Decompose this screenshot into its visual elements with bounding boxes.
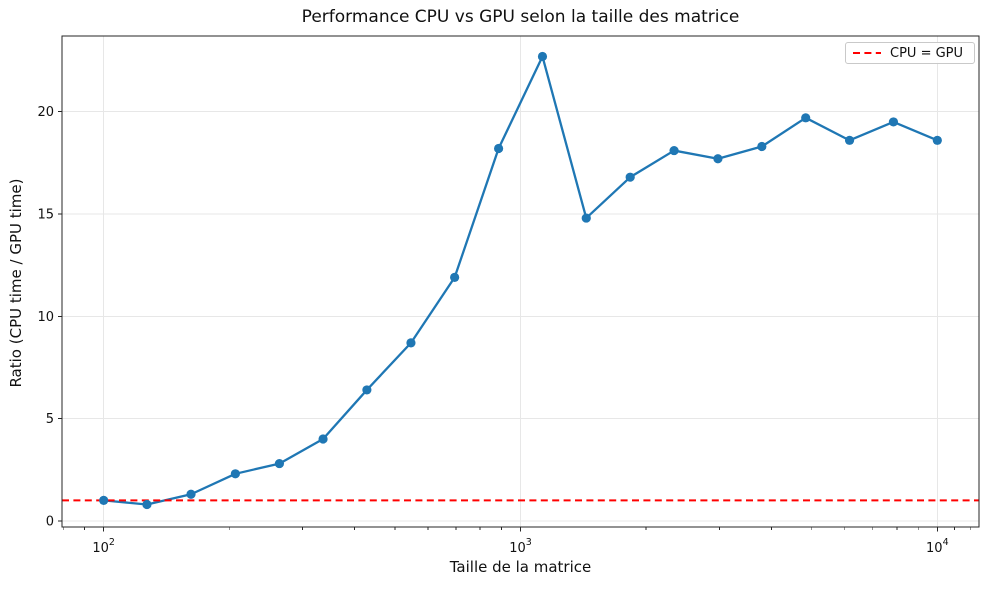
chart-title: Performance CPU vs GPU selon la taille d… bbox=[301, 7, 740, 27]
data-point-marker bbox=[625, 172, 635, 182]
x-axis-label: Taille de la matrice bbox=[449, 558, 592, 576]
x-tick-label: 103 bbox=[509, 537, 532, 556]
data-point-marker bbox=[142, 499, 152, 510]
data-point-marker bbox=[801, 113, 811, 123]
y-tick-label: 5 bbox=[46, 412, 54, 427]
legend-dashed-line-icon bbox=[853, 52, 881, 54]
legend-item-label: CPU = GPU bbox=[890, 45, 964, 61]
y-tick-label: 0 bbox=[46, 514, 54, 529]
legend: CPU = GPU bbox=[845, 42, 975, 64]
data-point-marker bbox=[581, 213, 591, 223]
data-point-marker bbox=[362, 385, 372, 395]
x-tick-label: 104 bbox=[926, 537, 949, 556]
data-point-marker bbox=[493, 143, 504, 154]
y-tick-label: 20 bbox=[37, 105, 54, 120]
data-point-marker bbox=[669, 145, 679, 156]
data-point-marker bbox=[186, 489, 196, 499]
y-tick-label: 15 bbox=[37, 207, 54, 222]
data-point-marker bbox=[757, 141, 767, 152]
data-point-marker bbox=[450, 272, 460, 283]
data-point-marker bbox=[888, 117, 899, 127]
y-tick-label: 10 bbox=[37, 310, 54, 325]
data-point-marker bbox=[932, 135, 942, 145]
data-point-marker bbox=[844, 135, 855, 145]
x-tick-label: 102 bbox=[92, 537, 115, 556]
series-line bbox=[102, 55, 939, 506]
data-point-marker bbox=[230, 469, 240, 479]
data-point-marker bbox=[99, 495, 109, 506]
data-point-marker bbox=[318, 434, 328, 444]
data-point-marker bbox=[713, 154, 723, 164]
data-point-marker bbox=[406, 338, 416, 348]
data-point-marker bbox=[274, 458, 285, 469]
data-point-marker bbox=[537, 51, 548, 62]
